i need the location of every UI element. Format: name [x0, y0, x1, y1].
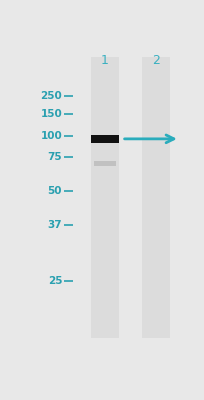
- Text: 1: 1: [101, 54, 109, 67]
- Bar: [141, 57, 169, 338]
- Text: 50: 50: [48, 186, 62, 196]
- Text: 150: 150: [40, 109, 62, 119]
- Text: 2: 2: [151, 54, 159, 67]
- Text: 100: 100: [40, 131, 62, 141]
- Text: 37: 37: [47, 220, 62, 230]
- Text: 75: 75: [47, 152, 62, 162]
- Text: 250: 250: [40, 91, 62, 101]
- Bar: [90, 134, 119, 143]
- Bar: [90, 57, 119, 338]
- Text: 25: 25: [48, 276, 62, 286]
- Bar: [93, 162, 116, 166]
